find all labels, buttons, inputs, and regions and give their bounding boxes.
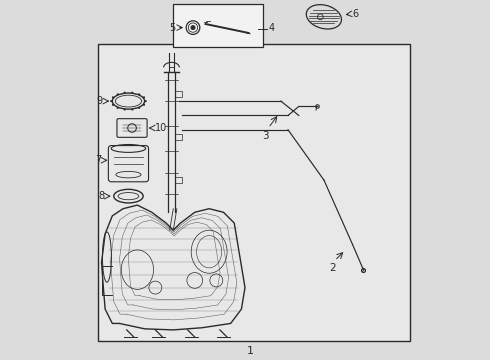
Circle shape — [112, 104, 114, 106]
Text: 7: 7 — [95, 155, 101, 165]
Text: 1: 1 — [247, 346, 254, 356]
Circle shape — [138, 107, 140, 109]
Text: 2: 2 — [329, 263, 336, 273]
Circle shape — [145, 100, 147, 102]
Text: 3: 3 — [263, 131, 269, 140]
Circle shape — [138, 93, 140, 95]
Text: 5: 5 — [169, 23, 175, 33]
Bar — [173, 4, 263, 47]
Text: 10: 10 — [155, 123, 167, 133]
Circle shape — [112, 96, 114, 98]
Text: 6: 6 — [353, 9, 359, 19]
Circle shape — [123, 92, 126, 94]
Circle shape — [110, 100, 112, 102]
Text: 4: 4 — [269, 23, 274, 33]
Circle shape — [117, 107, 119, 109]
Bar — [98, 44, 410, 341]
Circle shape — [131, 92, 133, 94]
Text: 9: 9 — [97, 96, 102, 106]
Ellipse shape — [191, 26, 195, 30]
Circle shape — [117, 93, 119, 95]
Text: 8: 8 — [98, 191, 104, 201]
Circle shape — [123, 108, 126, 111]
Circle shape — [143, 104, 145, 106]
Circle shape — [143, 96, 145, 98]
Circle shape — [131, 108, 133, 111]
